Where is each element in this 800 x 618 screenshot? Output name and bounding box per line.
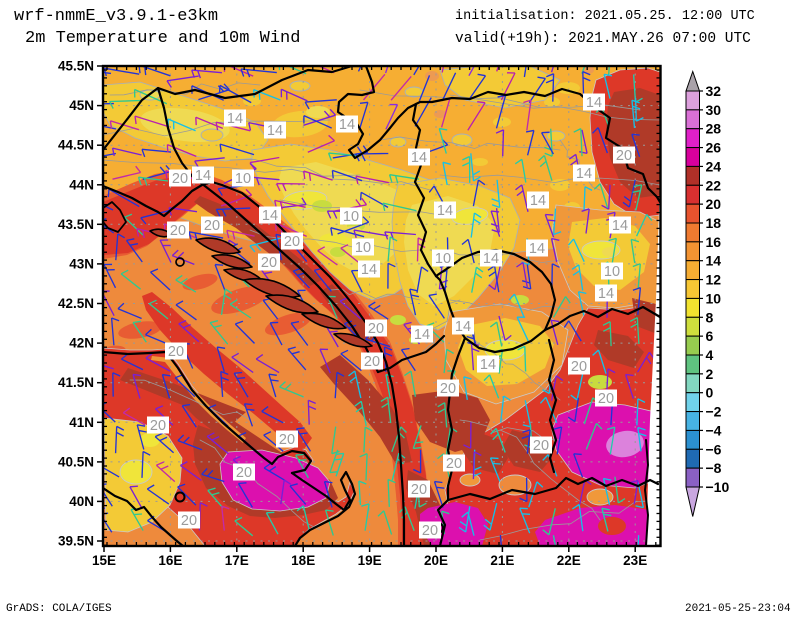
svg-text:4: 4 — [706, 347, 714, 363]
svg-text:17E: 17E — [225, 553, 249, 568]
svg-text:41.5N: 41.5N — [58, 375, 94, 390]
svg-text:20: 20 — [368, 321, 384, 337]
svg-text:24: 24 — [706, 158, 722, 174]
svg-text:22: 22 — [706, 177, 722, 193]
svg-text:20: 20 — [422, 523, 438, 539]
svg-text:20: 20 — [411, 482, 427, 498]
svg-text:10: 10 — [435, 251, 451, 267]
svg-text:28: 28 — [706, 121, 722, 137]
svg-text:14: 14 — [437, 203, 453, 219]
svg-text:−8: −8 — [706, 460, 722, 476]
svg-text:20: 20 — [279, 432, 295, 448]
svg-text:20: 20 — [364, 354, 380, 370]
svg-text:39.5N: 39.5N — [58, 534, 94, 549]
svg-text:12: 12 — [706, 272, 722, 288]
svg-text:10: 10 — [343, 209, 359, 225]
svg-text:18: 18 — [706, 215, 722, 231]
svg-text:−10: −10 — [706, 479, 730, 495]
svg-text:8: 8 — [706, 309, 714, 325]
svg-text:23E: 23E — [623, 553, 647, 568]
svg-text:20: 20 — [533, 438, 549, 454]
svg-text:30: 30 — [706, 102, 722, 118]
svg-text:20: 20 — [571, 359, 587, 375]
svg-text:16: 16 — [706, 234, 722, 250]
svg-text:22E: 22E — [557, 553, 581, 568]
svg-text:42.5N: 42.5N — [58, 296, 94, 311]
svg-text:20: 20 — [706, 196, 722, 212]
svg-text:14: 14 — [262, 208, 278, 224]
svg-text:40.5N: 40.5N — [58, 454, 94, 469]
svg-text:14: 14 — [339, 117, 355, 133]
svg-text:20: 20 — [204, 218, 220, 234]
svg-text:10: 10 — [355, 240, 371, 256]
svg-text:20: 20 — [170, 223, 186, 239]
svg-text:20: 20 — [598, 391, 614, 407]
svg-text:14: 14 — [706, 253, 722, 269]
svg-text:14: 14 — [483, 251, 499, 267]
svg-text:45N: 45N — [69, 98, 94, 113]
svg-text:14: 14 — [576, 166, 592, 182]
svg-text:2: 2 — [706, 366, 714, 382]
svg-text:10: 10 — [235, 171, 251, 187]
svg-text:0: 0 — [706, 385, 714, 401]
svg-text:44N: 44N — [69, 177, 94, 192]
svg-text:20: 20 — [168, 344, 184, 360]
svg-text:20: 20 — [236, 465, 252, 481]
svg-text:42N: 42N — [69, 336, 94, 351]
svg-text:18E: 18E — [291, 553, 315, 568]
svg-text:20E: 20E — [424, 553, 448, 568]
svg-text:15E: 15E — [92, 553, 116, 568]
svg-text:19E: 19E — [358, 553, 382, 568]
svg-text:20: 20 — [150, 418, 166, 434]
svg-text:14: 14 — [529, 241, 545, 257]
svg-text:14: 14 — [480, 357, 496, 373]
svg-text:43N: 43N — [69, 256, 94, 271]
svg-text:14: 14 — [361, 262, 377, 278]
svg-text:16E: 16E — [158, 553, 182, 568]
svg-text:40N: 40N — [69, 494, 94, 509]
svg-text:14: 14 — [598, 286, 614, 302]
svg-text:20: 20 — [172, 171, 188, 187]
svg-text:−2: −2 — [706, 404, 722, 420]
svg-text:14: 14 — [612, 218, 628, 234]
svg-text:45.5N: 45.5N — [58, 59, 94, 74]
svg-text:14: 14 — [195, 168, 211, 184]
svg-text:10: 10 — [604, 264, 620, 280]
svg-text:6: 6 — [706, 328, 714, 344]
svg-text:20: 20 — [616, 148, 632, 164]
svg-text:14: 14 — [586, 95, 602, 111]
svg-text:14: 14 — [227, 111, 243, 127]
svg-text:14: 14 — [455, 319, 471, 335]
svg-text:20: 20 — [261, 255, 277, 271]
svg-text:32: 32 — [706, 83, 722, 99]
svg-text:10: 10 — [706, 290, 722, 306]
svg-text:20: 20 — [440, 381, 456, 397]
svg-text:14: 14 — [411, 150, 427, 166]
svg-text:20: 20 — [181, 513, 197, 529]
svg-text:20: 20 — [284, 234, 300, 250]
svg-text:20: 20 — [446, 456, 462, 472]
svg-text:41N: 41N — [69, 415, 94, 430]
svg-text:14: 14 — [267, 123, 283, 139]
svg-text:26: 26 — [706, 140, 722, 156]
svg-text:−4: −4 — [706, 422, 722, 438]
svg-text:21E: 21E — [490, 553, 514, 568]
svg-text:43.5N: 43.5N — [58, 217, 94, 232]
svg-text:14: 14 — [414, 327, 430, 343]
svg-text:−6: −6 — [706, 441, 722, 457]
svg-text:44.5N: 44.5N — [58, 138, 94, 153]
svg-text:14: 14 — [530, 193, 546, 209]
